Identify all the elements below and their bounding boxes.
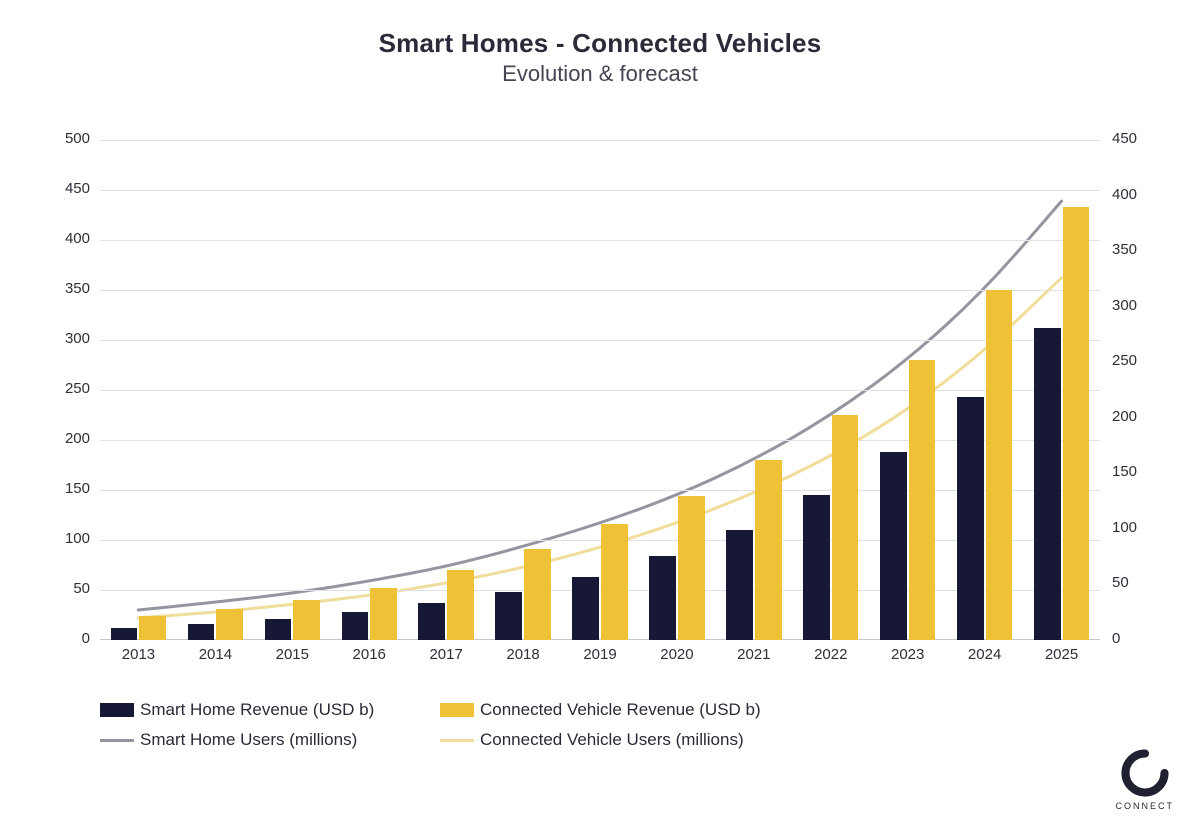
x-tick-label: 2016 — [353, 646, 386, 663]
bar — [755, 460, 782, 640]
legend-label: Connected Vehicle Users (millions) — [480, 730, 744, 750]
x-tick-label: 2013 — [122, 646, 155, 663]
bar — [342, 612, 369, 640]
y-left-tick-label: 450 — [50, 180, 90, 197]
x-tick-label: 2017 — [429, 646, 462, 663]
bar — [909, 360, 936, 640]
bar — [832, 415, 859, 640]
bar — [601, 524, 628, 640]
gridline — [100, 190, 1100, 191]
bar — [447, 570, 474, 640]
y-right-tick-label: 200 — [1112, 408, 1137, 425]
chart-subtitle: Evolution & forecast — [0, 61, 1200, 87]
y-left-tick-label: 100 — [50, 530, 90, 547]
chart-container: Smart Homes - Connected Vehicles Evoluti… — [0, 0, 1200, 831]
x-tick-label: 2020 — [660, 646, 693, 663]
y-right-tick-label: 100 — [1112, 519, 1137, 536]
gridline — [100, 140, 1100, 141]
brand: CONNECT — [1116, 747, 1175, 811]
y-left-tick-label: 200 — [50, 430, 90, 447]
y-left-tick-label: 250 — [50, 380, 90, 397]
legend-label: Smart Home Revenue (USD b) — [140, 700, 374, 720]
y-right-tick-label: 300 — [1112, 297, 1137, 314]
plot-area: 0501001502002503003504004505000501001502… — [100, 140, 1100, 640]
bar — [678, 496, 705, 640]
legend-item: Smart Home Users (millions) — [100, 730, 440, 750]
x-tick-label: 2024 — [968, 646, 1001, 663]
x-tick-label: 2021 — [737, 646, 770, 663]
y-left-tick-label: 500 — [50, 130, 90, 147]
gridline — [100, 540, 1100, 541]
legend: Smart Home Revenue (USD b) Connected Vehi… — [100, 700, 1100, 750]
bar — [803, 495, 830, 640]
bar — [188, 624, 215, 640]
legend-swatch-box — [100, 703, 134, 717]
gridline — [100, 390, 1100, 391]
x-axis — [100, 639, 1100, 640]
brand-logo-icon — [1119, 747, 1171, 799]
bar — [216, 609, 243, 640]
y-right-tick-label: 400 — [1112, 186, 1137, 203]
y-left-tick-label: 400 — [50, 230, 90, 247]
gridline — [100, 490, 1100, 491]
bar — [111, 628, 138, 640]
bar — [370, 588, 397, 640]
bar — [986, 290, 1013, 640]
x-tick-label: 2018 — [506, 646, 539, 663]
y-left-tick-label: 300 — [50, 330, 90, 347]
legend-swatch-line — [440, 739, 474, 742]
chart-title: Smart Homes - Connected Vehicles — [0, 28, 1200, 59]
bar — [726, 530, 753, 640]
bar — [572, 577, 599, 640]
gridline — [100, 290, 1100, 291]
legend-swatch-box — [440, 703, 474, 717]
y-right-tick-label: 350 — [1112, 241, 1137, 258]
gridline — [100, 340, 1100, 341]
bar — [880, 452, 907, 640]
bar — [139, 616, 166, 640]
y-right-tick-label: 450 — [1112, 130, 1137, 147]
titles: Smart Homes - Connected Vehicles Evoluti… — [0, 28, 1200, 87]
bar — [418, 603, 445, 640]
y-right-tick-label: 0 — [1112, 630, 1120, 647]
y-left-tick-label: 50 — [50, 580, 90, 597]
bar — [1034, 328, 1061, 640]
y-right-tick-label: 50 — [1112, 574, 1129, 591]
y-left-tick-label: 0 — [50, 630, 90, 647]
bar — [293, 600, 320, 640]
y-right-tick-label: 250 — [1112, 352, 1137, 369]
x-tick-label: 2014 — [199, 646, 232, 663]
bar — [1063, 207, 1090, 640]
gridline — [100, 440, 1100, 441]
legend-item: Connected Vehicle Revenue (USD b) — [440, 700, 860, 720]
legend-label: Connected Vehicle Revenue (USD b) — [480, 700, 761, 720]
gridline — [100, 240, 1100, 241]
y-left-tick-label: 350 — [50, 280, 90, 297]
legend-swatch-line — [100, 739, 134, 742]
bar — [524, 549, 551, 640]
x-tick-label: 2015 — [276, 646, 309, 663]
bar — [495, 592, 522, 640]
x-tick-label: 2023 — [891, 646, 924, 663]
x-tick-label: 2025 — [1045, 646, 1078, 663]
y-right-tick-label: 150 — [1112, 463, 1137, 480]
bar — [265, 619, 292, 640]
x-tick-label: 2019 — [583, 646, 616, 663]
bar — [649, 556, 676, 640]
legend-label: Smart Home Users (millions) — [140, 730, 357, 750]
x-tick-label: 2022 — [814, 646, 847, 663]
legend-item: Smart Home Revenue (USD b) — [100, 700, 440, 720]
gridline — [100, 590, 1100, 591]
brand-text: CONNECT — [1116, 801, 1175, 811]
bar — [957, 397, 984, 640]
legend-item: Connected Vehicle Users (millions) — [440, 730, 860, 750]
y-left-tick-label: 150 — [50, 480, 90, 497]
